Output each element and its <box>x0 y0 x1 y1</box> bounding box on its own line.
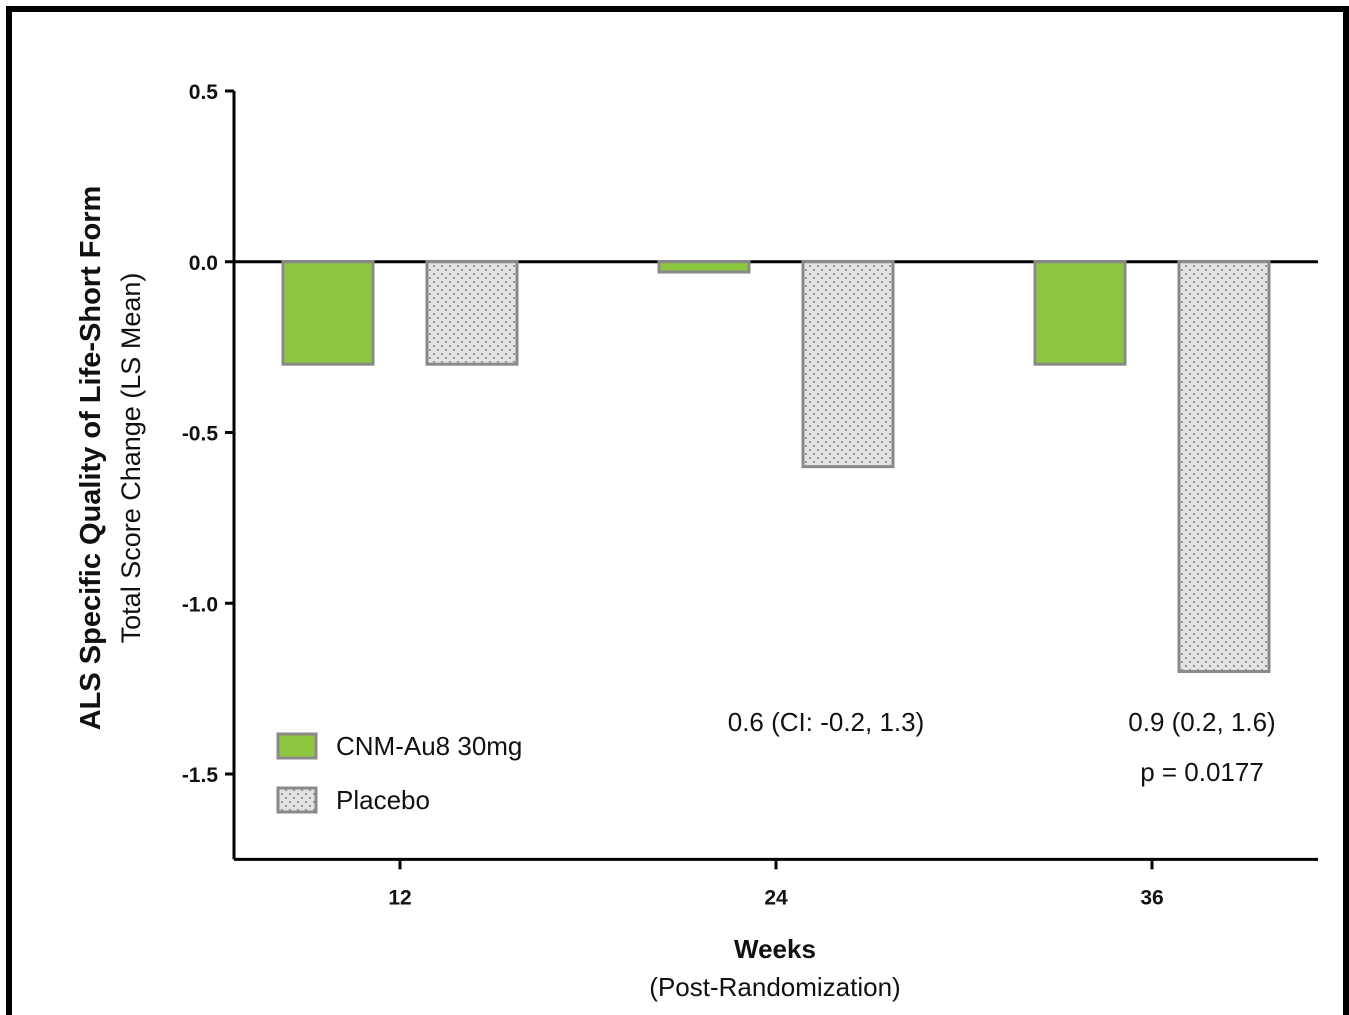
legend-swatch-placebo <box>276 786 318 814</box>
legend-label-cnm-au8: CNM-Au8 30mg <box>336 731 522 761</box>
bar-cnm-au8-week-36 <box>1033 260 1127 366</box>
annotation-week-24-line1: 0.6 (CI: -0.2, 1.3) <box>728 707 925 737</box>
x-axis-title-line1: Weeks <box>734 934 816 964</box>
y-tick-label: -1.0 <box>182 593 218 616</box>
x-tick-label: 12 <box>388 886 411 909</box>
bar-cnm-au8-week-24 <box>657 260 751 274</box>
legend: CNM-Au8 30mg Placebo <box>276 731 522 815</box>
x-axis-title-line2: (Post-Randomization) <box>649 972 900 1002</box>
bar-placebo-week-12 <box>425 260 519 366</box>
annotations: 0.6 (CI: -0.2, 1.3) 0.9 (0.2, 1.6) p = 0.0… <box>728 707 1276 787</box>
chart-frame <box>6 6 1349 1015</box>
legend-swatch-cnm-au8 <box>276 732 318 760</box>
bar-cnm-au8-week-12 <box>281 260 375 366</box>
annotation-week-36-line1: 0.9 (0.2, 1.6) <box>1128 707 1275 737</box>
legend-label-placebo: Placebo <box>336 785 430 815</box>
y-tick-label: 0.0 <box>189 252 218 275</box>
y-tick-label: 0.5 <box>189 81 219 104</box>
x-tick-label: 24 <box>764 886 788 909</box>
y-axis-title-line1: ALS Specific Quality of Life-Short Form <box>75 186 107 731</box>
annotation-week-36-line2: p = 0.0177 <box>1140 757 1264 787</box>
bar-placebo-week-36 <box>1177 260 1271 674</box>
y-axis: 0.5 0.0 -0.5 -1.0 -1.5 <box>182 81 236 860</box>
bars <box>281 260 1271 674</box>
y-tick-label: -0.5 <box>182 423 219 446</box>
bar-placebo-week-24 <box>801 260 895 469</box>
x-axis: 12 24 36 <box>234 260 1318 909</box>
y-tick-label: -1.5 <box>182 764 219 787</box>
y-axis-title-line2: Total Score Change (LS Mean) <box>116 273 146 644</box>
x-tick-label: 36 <box>1140 886 1163 909</box>
